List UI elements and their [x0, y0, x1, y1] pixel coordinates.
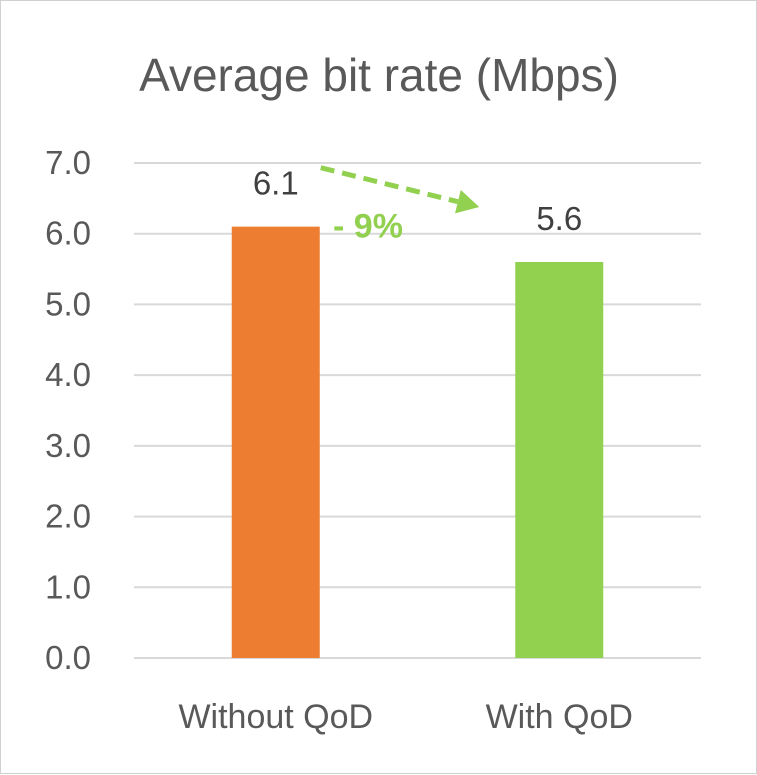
y-tick-label: 4.0 [45, 356, 91, 393]
data-label: 6.1 [253, 165, 299, 202]
y-tick-label: 5.0 [45, 285, 91, 322]
category-labels: Without QoD With QoD [178, 698, 632, 736]
y-tick-label: 3.0 [45, 427, 91, 464]
change-annotation: - 9% [320, 165, 480, 245]
y-tick-label: 1.0 [45, 568, 91, 605]
data-label: 5.6 [536, 200, 582, 237]
y-tick-label: 7.0 [45, 144, 91, 181]
chart-title: Average bit rate (Mbps) [139, 49, 619, 101]
y-tick-label: 0.0 [45, 639, 91, 676]
gridlines [134, 162, 701, 659]
annotation-arrow-line [320, 165, 459, 205]
annotation-percent-change: - 9% [333, 207, 403, 245]
x-category-label: Without QoD [178, 698, 373, 736]
bars [231, 226, 604, 658]
x-category-label: With QoD [486, 698, 633, 736]
bar-without-qod [231, 226, 320, 658]
y-axis-ticks: 0.0 1.0 2.0 3.0 4.0 5.0 6.0 7.0 [45, 144, 91, 676]
y-tick-label: 2.0 [45, 498, 91, 535]
data-labels: 6.1 5.6 [253, 165, 582, 237]
y-tick-label: 6.0 [45, 215, 91, 252]
annotation-arrowhead [455, 190, 480, 214]
bar-with-qod [515, 262, 604, 658]
